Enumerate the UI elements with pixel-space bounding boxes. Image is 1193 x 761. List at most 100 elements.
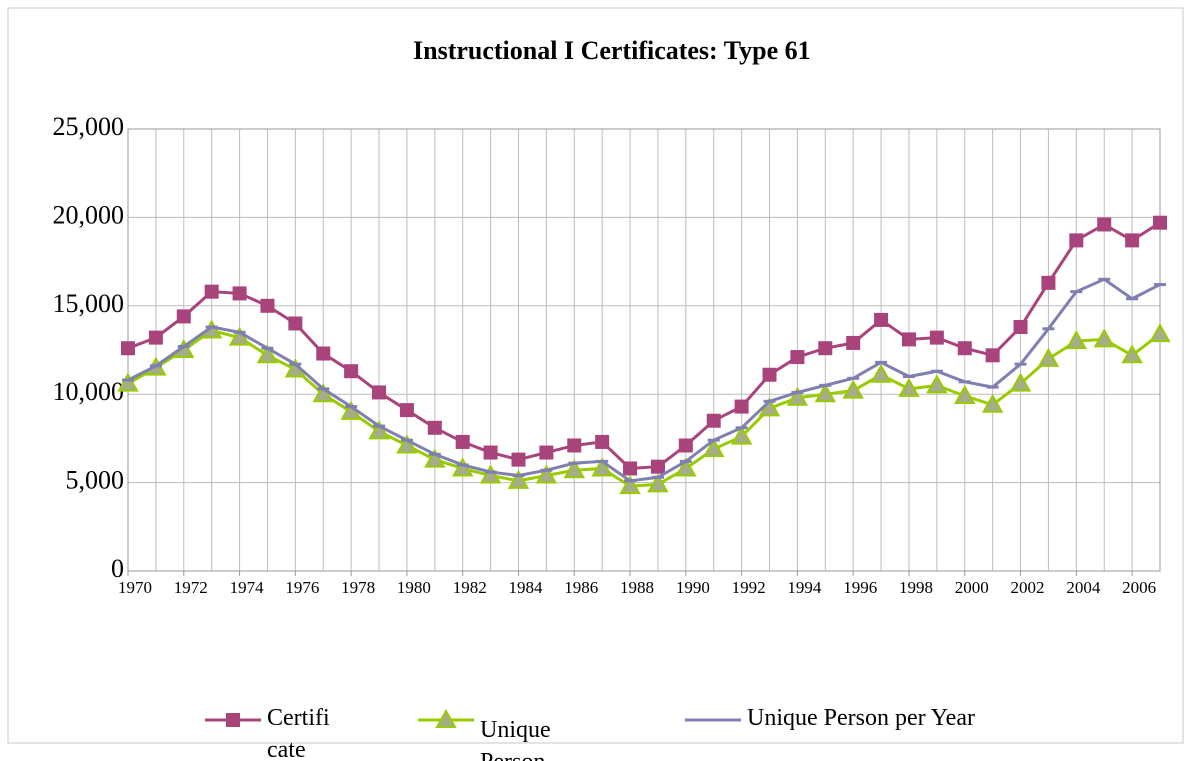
x-tick-label: 1974 — [230, 578, 265, 597]
data-point — [148, 330, 163, 345]
data-point — [176, 309, 191, 324]
data-point — [399, 403, 414, 418]
data-point — [846, 335, 861, 350]
data-point — [619, 475, 641, 495]
data-point — [427, 420, 442, 435]
data-point — [623, 461, 638, 476]
data-point — [706, 413, 721, 428]
x-tick-label: 2002 — [1011, 578, 1045, 597]
x-tick-label: 1986 — [564, 578, 598, 597]
data-point — [1037, 347, 1060, 367]
chart-border — [7, 7, 1184, 744]
data-point — [228, 326, 251, 346]
chart-title: Instructional I Certificates: Type 61 — [413, 36, 811, 65]
data-point — [288, 316, 303, 331]
data-point — [650, 459, 665, 474]
data-point — [539, 445, 554, 460]
data-point — [814, 383, 837, 403]
data-point — [455, 434, 470, 449]
data-point — [870, 363, 892, 383]
data-point — [563, 459, 585, 479]
data-point — [396, 434, 418, 454]
x-tick-label: 1998 — [899, 578, 933, 597]
data-point — [204, 284, 219, 299]
data-point — [1065, 330, 1088, 350]
data-point — [1093, 328, 1115, 348]
data-point — [1097, 217, 1112, 232]
x-tick-label: 1994 — [787, 578, 822, 597]
x-tick-label: 1976 — [285, 578, 319, 597]
data-point — [121, 341, 135, 356]
y-tick-label: 25,000 — [53, 112, 125, 141]
data-point — [567, 438, 582, 453]
x-tick-label: 2006 — [1122, 578, 1156, 597]
data-point — [901, 332, 916, 347]
data-point — [734, 399, 749, 414]
data-point — [929, 330, 944, 345]
data-point — [985, 348, 1000, 363]
data-point — [591, 457, 613, 477]
data-point — [1009, 372, 1032, 392]
legend-label: Unique Person — [480, 717, 551, 761]
data-point — [762, 367, 777, 382]
plot-frame — [127, 128, 1161, 572]
data-point — [117, 372, 139, 392]
x-tick-label: 2004 — [1066, 578, 1101, 597]
data-point — [790, 350, 805, 365]
data-point — [1125, 233, 1140, 248]
data-point — [535, 464, 558, 484]
x-tick-label: 1982 — [453, 578, 487, 597]
y-tick-label: 5,000 — [66, 466, 125, 495]
data-point — [1149, 323, 1171, 343]
data-point — [981, 393, 1004, 413]
series-line — [127, 328, 1161, 488]
x-tick-label: 1980 — [397, 578, 431, 597]
data-point — [1153, 215, 1167, 230]
data-point — [344, 364, 359, 379]
x-tick-label: 1978 — [341, 578, 375, 597]
data-point — [372, 385, 387, 400]
data-point — [675, 457, 697, 477]
data-point — [260, 298, 275, 313]
data-point — [926, 374, 948, 394]
x-tick-label: 1996 — [843, 578, 877, 597]
data-point — [818, 341, 833, 356]
x-tick-label: 1988 — [620, 578, 654, 597]
data-point — [874, 312, 889, 327]
data-point — [507, 469, 530, 489]
y-tick-label: 10,000 — [53, 377, 125, 406]
data-point — [898, 377, 920, 397]
data-point — [316, 346, 331, 361]
data-point — [1041, 275, 1056, 290]
data-point — [368, 420, 390, 440]
data-point — [957, 341, 972, 356]
data-point — [1013, 320, 1028, 335]
x-tick-label: 2000 — [955, 578, 989, 597]
data-point — [232, 286, 247, 301]
data-point — [647, 473, 669, 493]
data-point — [511, 452, 526, 467]
data-point — [483, 445, 498, 460]
data-point — [479, 464, 502, 484]
legend-label: Unique Person per Year — [747, 705, 975, 731]
series-line — [127, 221, 1161, 470]
x-tick-label: 1984 — [508, 578, 543, 597]
y-tick-label: 15,000 — [53, 289, 125, 318]
data-point — [256, 344, 279, 364]
data-point — [1069, 233, 1084, 248]
x-tick-label: 1970 — [118, 578, 152, 597]
x-tick-label: 1972 — [174, 578, 208, 597]
x-tick-label: 1992 — [732, 578, 766, 597]
data-point — [1121, 344, 1143, 364]
legend-marker — [226, 713, 240, 727]
y-tick-label: 0 — [111, 554, 124, 583]
data-point — [786, 386, 809, 406]
legend-label: Certificate — [267, 705, 330, 761]
data-point — [595, 434, 610, 449]
x-tick-label: 1990 — [676, 578, 710, 597]
data-point — [954, 384, 976, 404]
series-line — [127, 277, 1161, 483]
data-point — [730, 425, 753, 445]
